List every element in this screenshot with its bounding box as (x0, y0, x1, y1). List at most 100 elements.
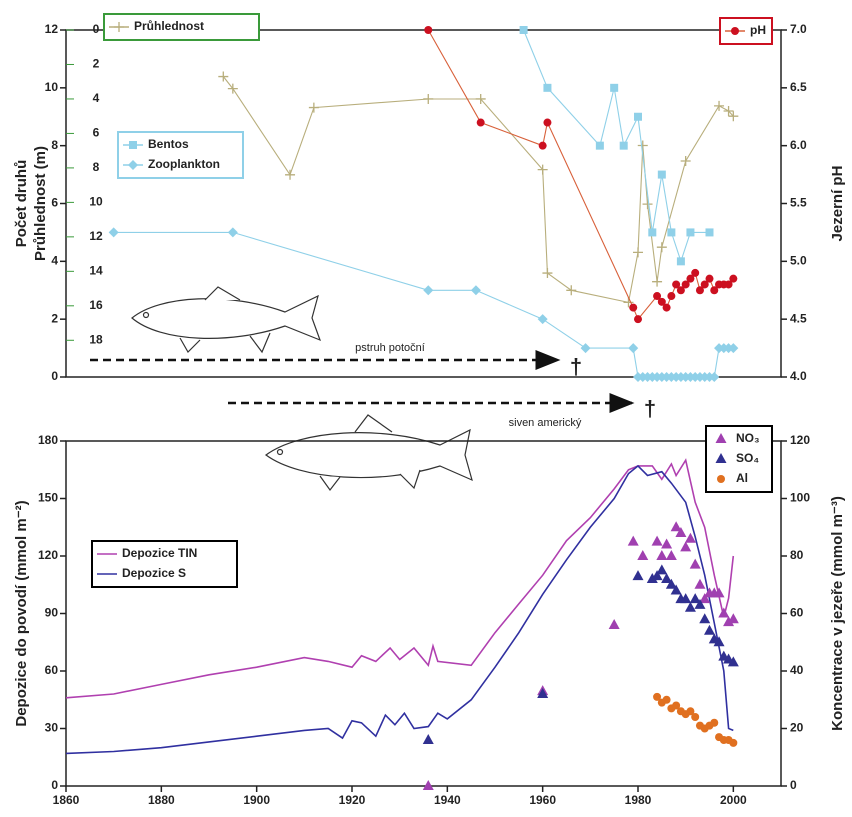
marker (686, 274, 695, 283)
y-tick-label: 30 (45, 721, 59, 735)
marker (723, 106, 734, 117)
x-tick-label: 1860 (53, 793, 80, 807)
legend-marker (715, 433, 727, 443)
marker (648, 228, 657, 237)
marker (632, 570, 644, 581)
annotation-mark: † (644, 396, 656, 421)
y3-tick-label: 10 (89, 195, 103, 209)
legend-box (91, 540, 238, 588)
marker (308, 102, 319, 113)
marker (424, 26, 433, 34)
y2-tick-label: 5.5 (790, 196, 807, 210)
marker (476, 118, 485, 127)
y-tick-label: 4 (51, 254, 58, 268)
fish-trout (131, 286, 322, 354)
marker (423, 93, 434, 104)
y2-tick-label: 6.0 (790, 138, 807, 152)
y2-tick-label: 120 (790, 433, 810, 447)
marker (537, 164, 548, 175)
marker (595, 141, 604, 150)
y-tick-label: 8 (51, 138, 58, 152)
legend-box (705, 425, 773, 493)
legend-label: Zooplankton (148, 157, 220, 171)
x-tick-label: 1880 (148, 793, 175, 807)
series-line (65, 458, 735, 699)
y-tick-label: 90 (45, 606, 59, 620)
y-tick-label: 150 (38, 491, 58, 505)
legend-label: SO₄ (736, 451, 759, 465)
fish-char (264, 414, 473, 492)
y-tick-label: 10 (45, 80, 59, 94)
y2-tick-label: 60 (790, 606, 804, 620)
y2-axis-label: Jezerní pH (829, 166, 846, 242)
marker (705, 274, 714, 283)
plot-frame (65, 440, 782, 787)
y2-tick-label: 100 (790, 491, 810, 505)
marker (537, 314, 548, 325)
marker (728, 343, 739, 354)
annotation: siven americký (509, 417, 582, 429)
marker (637, 140, 648, 151)
marker (470, 285, 481, 296)
y-tick-label: 12 (45, 22, 59, 36)
marker (652, 276, 663, 287)
marker (700, 280, 709, 289)
marker (684, 601, 696, 612)
marker (710, 718, 719, 727)
y2-tick-label: 6.5 (790, 80, 807, 94)
y2-tick-label: 7.0 (790, 22, 807, 36)
marker (665, 550, 677, 560)
marker (672, 701, 681, 710)
legend-label: pH (750, 23, 766, 37)
marker (713, 587, 725, 598)
marker (634, 315, 642, 324)
legend-label: Bentos (148, 137, 189, 151)
marker (543, 118, 552, 127)
y3-tick-label: 12 (89, 229, 103, 243)
marker (580, 343, 591, 354)
marker (619, 141, 628, 150)
y-tick-label: 0 (51, 778, 58, 792)
marker (519, 26, 528, 34)
marker (656, 550, 668, 560)
x-tick-label: 2000 (720, 793, 747, 807)
legend-box (103, 13, 260, 41)
marker (665, 578, 677, 589)
marker (710, 286, 719, 295)
legend-label: Al (736, 471, 748, 485)
marker (718, 607, 730, 618)
marker (661, 573, 673, 583)
y3-tick-label: 0 (93, 22, 100, 36)
legend-label: Depozice TIN (122, 546, 197, 560)
y-tick-label: 120 (38, 548, 58, 562)
legend-marker (129, 141, 137, 149)
y-axis-label: Počet druhů (13, 160, 30, 248)
y3-tick-label: 16 (89, 298, 103, 312)
marker (714, 100, 725, 111)
y3-tick-label: 8 (93, 160, 100, 174)
marker (608, 619, 620, 629)
marker (657, 170, 666, 179)
legend-marker (717, 475, 725, 483)
y-tick-label: 6 (51, 196, 58, 210)
y-tick-label: 60 (45, 663, 59, 677)
y2-tick-label: 80 (790, 548, 804, 562)
legend-label: NO₃ (736, 431, 760, 445)
marker (634, 112, 642, 121)
marker (727, 656, 739, 667)
series-line (427, 29, 734, 321)
marker (566, 285, 577, 296)
marker (704, 624, 715, 635)
marker (656, 564, 668, 575)
marker (686, 707, 695, 716)
marker (538, 141, 547, 150)
marker (670, 521, 682, 532)
marker (642, 199, 653, 210)
annotation: pstruh potoční (355, 342, 425, 354)
marker (537, 688, 549, 698)
marker (285, 169, 296, 180)
marker (218, 71, 229, 82)
marker (627, 535, 639, 546)
marker (691, 713, 700, 721)
x-tick-label: 1940 (434, 793, 461, 807)
